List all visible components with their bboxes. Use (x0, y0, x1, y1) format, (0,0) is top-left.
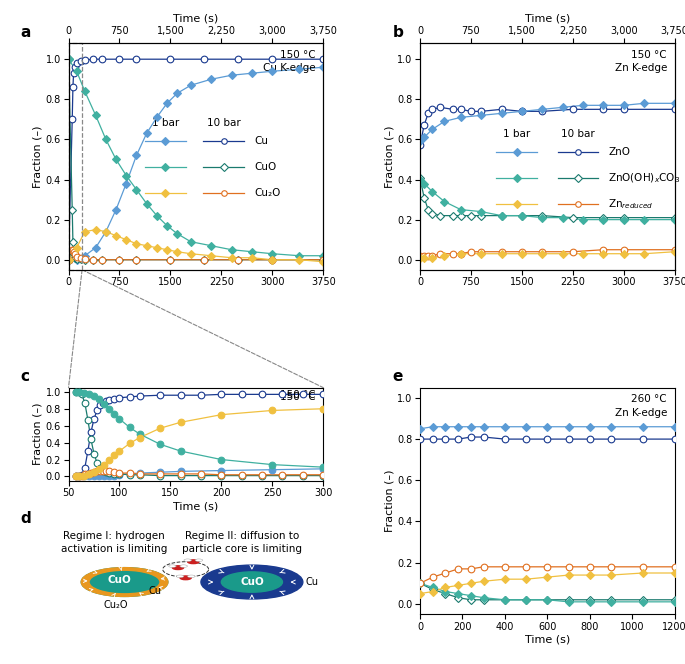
X-axis label: Time (s): Time (s) (173, 501, 219, 511)
Circle shape (188, 575, 195, 578)
Text: Cu₂O: Cu₂O (254, 188, 281, 198)
Y-axis label: Fraction (–): Fraction (–) (384, 469, 394, 532)
Text: 260 °C
Zn K-edge: 260 °C Zn K-edge (614, 394, 667, 418)
Circle shape (184, 559, 192, 562)
X-axis label: Time (s): Time (s) (173, 13, 219, 23)
X-axis label: Time (s): Time (s) (525, 13, 570, 23)
Circle shape (195, 559, 203, 562)
Text: b: b (393, 25, 403, 40)
X-axis label: Time (s): Time (s) (525, 635, 570, 645)
Circle shape (176, 575, 184, 578)
Text: CuO: CuO (240, 577, 264, 587)
Circle shape (188, 560, 199, 564)
Text: 1 bar: 1 bar (151, 118, 179, 127)
Text: d: d (21, 511, 32, 527)
Text: Regime I: hydrogen
activation is limiting: Regime I: hydrogen activation is limitin… (61, 531, 168, 554)
Text: 150 °C
Zn K-edge: 150 °C Zn K-edge (614, 50, 667, 73)
Text: 10 bar: 10 bar (207, 118, 240, 127)
Text: 1 bar: 1 bar (503, 129, 530, 139)
Text: Cu₂O: Cu₂O (103, 600, 128, 610)
Circle shape (179, 565, 188, 568)
Circle shape (82, 568, 168, 596)
Y-axis label: Fraction (–): Fraction (–) (33, 403, 42, 465)
Circle shape (173, 566, 184, 570)
Text: CuO: CuO (108, 575, 132, 586)
Y-axis label: Fraction (–): Fraction (–) (33, 125, 42, 188)
Text: 150 °C: 150 °C (280, 392, 316, 402)
Text: Regime II: diffusion to
particle core is limiting: Regime II: diffusion to particle core is… (182, 531, 301, 554)
Text: 150 °C
Cu K-edge: 150 °C Cu K-edge (263, 50, 316, 73)
Text: a: a (21, 25, 31, 40)
Text: Zn$_{reduced}$: Zn$_{reduced}$ (608, 197, 654, 211)
Text: Cu: Cu (254, 135, 269, 145)
Y-axis label: Fraction (–): Fraction (–) (384, 125, 394, 188)
Circle shape (169, 565, 176, 568)
Circle shape (221, 572, 282, 592)
Text: ZnO(OH)$_x$CO$_3$: ZnO(OH)$_x$CO$_3$ (608, 171, 681, 185)
Circle shape (180, 576, 191, 580)
Bar (68, 43, 82, 270)
Text: ZnO: ZnO (608, 147, 630, 157)
Text: Cu: Cu (306, 577, 319, 587)
Text: 150 °C: 150 °C (280, 390, 316, 400)
Text: Cu: Cu (149, 586, 162, 596)
Text: c: c (21, 369, 29, 384)
Text: e: e (393, 369, 403, 384)
Text: 10 bar: 10 bar (561, 129, 595, 139)
Circle shape (201, 565, 303, 599)
Text: CuO: CuO (254, 161, 277, 172)
